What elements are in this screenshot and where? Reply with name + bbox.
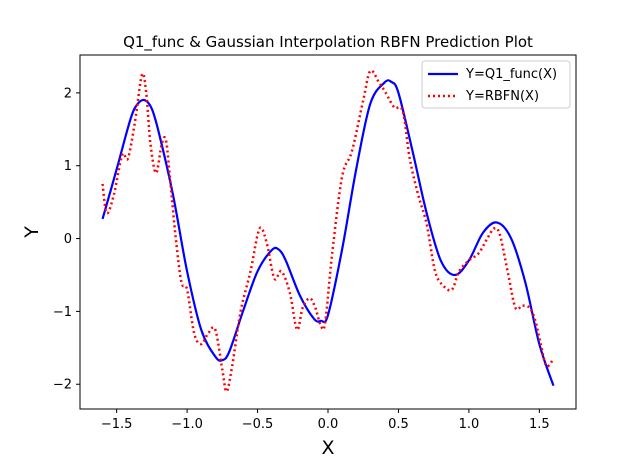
x-tick-label: 1.0 (459, 417, 480, 432)
x-tick-label: 1.5 (529, 417, 550, 432)
legend-box (421, 60, 571, 109)
y-tick-label: 0 (64, 232, 72, 247)
chart-title: Q1_func & Gaussian Interpolation RBFN Pr… (123, 33, 533, 52)
x-tick-label: −0.5 (242, 417, 274, 432)
x-axis: −1.5 −1.0 −0.5 0.0 0.5 1.0 1.5 (101, 409, 550, 432)
y-tick-label: 2 (64, 86, 72, 101)
y-tick-label: −2 (53, 378, 72, 393)
legend-label-rbfn: Y=RBFN(X) (465, 89, 539, 104)
y-tick-label: −1 (53, 305, 72, 320)
y-axis-label: Y (21, 226, 43, 239)
y-axis: −2 −1 0 1 2 (53, 86, 80, 393)
x-tick-label: −1.5 (101, 417, 133, 432)
legend: Y=Q1_func(X) Y=RBFN(X) (421, 60, 571, 109)
series-layer (101, 69, 555, 393)
x-axis-label: X (321, 437, 334, 459)
x-tick-label: −1.0 (171, 417, 203, 432)
x-tick-label: 0.0 (318, 417, 339, 432)
series-line-rbfn (101, 69, 555, 393)
y-tick-label: 1 (64, 159, 72, 174)
series-line-q1-func (101, 79, 555, 387)
x-tick-label: 0.5 (388, 417, 409, 432)
legend-label-q1-func: Y=Q1_func(X) (465, 67, 557, 82)
